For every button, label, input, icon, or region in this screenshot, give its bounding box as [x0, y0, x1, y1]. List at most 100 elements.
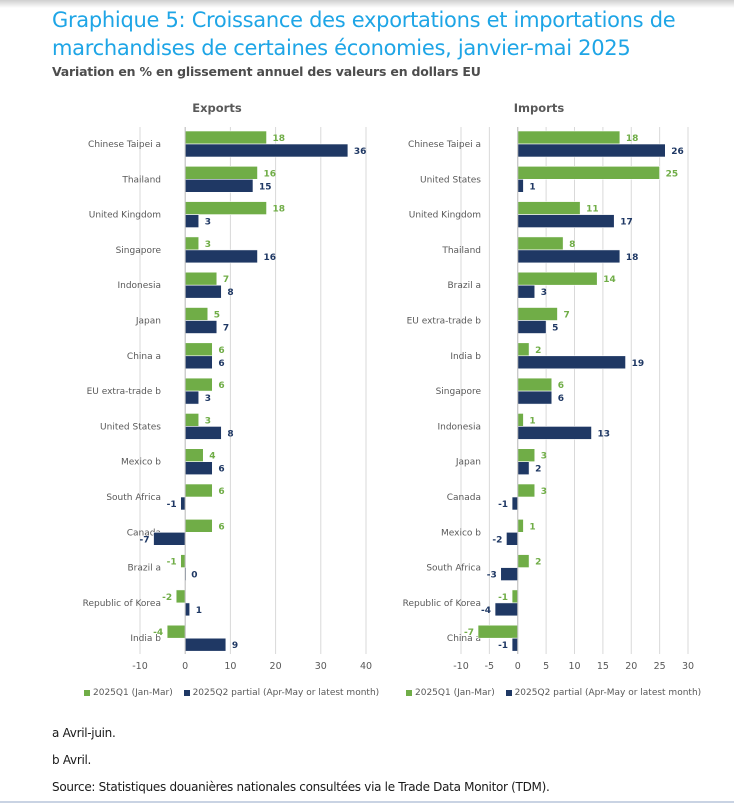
imports-bar-q2 — [517, 461, 530, 476]
exports-category-label: Japan — [135, 317, 161, 327]
imports-data-label-q1: 7 — [563, 311, 569, 321]
exports-data-label-q2: 8 — [227, 288, 233, 298]
exports-data-label-q1: 6 — [218, 346, 224, 356]
legend-swatch-q1 — [84, 689, 90, 696]
imports-category-label: Singapore — [436, 387, 482, 397]
exports-bar-q2 — [180, 496, 186, 511]
imports-x-tick-label: 20 — [625, 661, 637, 672]
exports-bar-q1 — [184, 166, 258, 180]
imports-data-label-q1: 25 — [666, 169, 679, 179]
exports-category-label: Singapore — [116, 246, 162, 256]
imports-category-label: Canada — [447, 493, 481, 503]
exports-bar-q1 — [184, 377, 213, 392]
imports-data-label-q1: 2 — [535, 346, 541, 356]
exports-category-label: Mexico b — [121, 458, 161, 468]
imports-x-tick-label: 25 — [654, 661, 666, 672]
exports-data-label-q1: 3 — [205, 416, 211, 426]
exports-bar-q1 — [184, 518, 213, 533]
imports-x-tick-label: 0 — [515, 661, 521, 672]
exports-data-label-q2: 6 — [218, 359, 224, 369]
legend-imports: 2025Q1 (Jan-Mar) 2025Q2 partial (Apr-May… — [406, 688, 709, 698]
imports-data-label-q1: 8 — [569, 240, 575, 250]
exports-bar-q2 — [184, 426, 222, 440]
imports-panel-title: Imports — [514, 101, 565, 115]
exports-category-label: Thailand — [121, 175, 161, 185]
exports-data-label-q2: 0 — [191, 571, 197, 581]
imports-bar-q2 — [517, 214, 615, 228]
exports-bar-q2 — [184, 602, 191, 617]
exports-data-label-q1: 7 — [223, 275, 229, 285]
chart-title: Graphique 5: Croissance des exportations… — [52, 8, 676, 60]
imports-category-label: India b — [450, 352, 481, 362]
imports-category-label: Republic of Korea — [403, 599, 481, 609]
imports-data-label-q2: 18 — [626, 253, 639, 263]
exports-bar-q1 — [184, 236, 200, 251]
imports-bar-q1 — [511, 589, 519, 604]
exports-data-label-q1: -1 — [167, 558, 177, 568]
exports-bar-q1 — [184, 413, 200, 427]
imports-category-label: United States — [420, 175, 481, 185]
imports-category-label: Indonesia — [437, 422, 481, 432]
imports-data-label-q2: -1 — [498, 500, 508, 510]
exports-bar-q2 — [184, 390, 200, 405]
exports-data-label-q1: 6 — [218, 487, 224, 497]
imports-x-tick-label: 10 — [568, 661, 580, 672]
imports-data-label-q1: 6 — [558, 381, 564, 391]
imports-bar-q2 — [517, 320, 547, 334]
exports-data-label-q2: 7 — [223, 324, 229, 334]
imports-bar-q2 — [517, 284, 536, 299]
imports-category-label: Brazil a — [448, 281, 482, 291]
exports-bar-q2 — [184, 143, 349, 158]
imports-bar-q2 — [511, 496, 519, 511]
exports-bar-q2 — [184, 249, 258, 264]
imports-data-label-q1: 11 — [586, 205, 599, 215]
imports-bar-q2 — [517, 143, 666, 158]
imports-data-label-q1: 18 — [626, 134, 639, 144]
exports-data-label-q2: -1 — [167, 500, 177, 510]
exports-category-label: Brazil a — [128, 564, 162, 574]
imports-category-label: Japan — [455, 458, 481, 468]
exports-data-label-q1: -2 — [162, 593, 172, 603]
imports-data-label-q1: 14 — [603, 275, 616, 285]
exports-category-label: EU extra-trade b — [87, 387, 162, 397]
exports-x-tick-label: 20 — [270, 661, 282, 672]
imports-bar-q1 — [517, 130, 621, 145]
exports-data-label-q2: 9 — [232, 641, 238, 651]
imports-data-label-q1: 3 — [541, 487, 547, 497]
exports-panel-title: Exports — [192, 101, 242, 115]
imports-bar-q2 — [511, 637, 519, 652]
legend-exports: 2025Q1 (Jan-Mar) 2025Q2 partial (Apr-May… — [84, 688, 387, 698]
exports-bar-q1 — [184, 201, 267, 215]
exports-data-label-q1: 6 — [218, 381, 224, 391]
imports-bar-q1 — [517, 307, 558, 321]
imports-data-label-q2: 3 — [541, 288, 547, 298]
imports-data-label-q2: 13 — [598, 429, 611, 439]
exports-bar-q1 — [184, 130, 267, 145]
imports-category-label: Chinese Taipei a — [408, 140, 481, 150]
exports-data-label-q2: 3 — [205, 394, 211, 404]
imports-data-label-q2: -1 — [498, 641, 508, 651]
exports-bar-q1 — [180, 554, 186, 568]
exports-data-label-q1: 18 — [273, 205, 286, 215]
exports-data-label-q1: -4 — [153, 628, 163, 638]
imports-x-tick-label: -5 — [485, 661, 494, 672]
imports-bar-q1 — [517, 166, 660, 180]
imports-bar-q1 — [517, 483, 536, 498]
imports-bar-q1 — [517, 554, 530, 568]
imports-data-label-q1: 3 — [541, 452, 547, 462]
imports-bar-q2 — [517, 355, 626, 370]
exports-bar-q2 — [184, 637, 227, 652]
legend-item-q1: 2025Q1 (Jan-Mar) — [406, 688, 495, 698]
exports-bar-q2 — [184, 320, 218, 334]
exports-bar-q1 — [184, 271, 218, 286]
exports-data-label-q2: -7 — [140, 535, 150, 545]
imports-bar-q1 — [517, 236, 564, 251]
legend-label-q2: 2025Q2 partial (Apr-May or latest month) — [192, 688, 380, 698]
exports-bar-q1 — [175, 589, 186, 604]
legend-item-q1: 2025Q1 (Jan-Mar) — [84, 688, 173, 698]
imports-data-label-q2: -3 — [487, 571, 497, 581]
imports-bar-q1 — [517, 201, 581, 215]
legend-swatch-q1 — [406, 689, 412, 696]
exports-data-label-q2: 15 — [259, 182, 272, 192]
